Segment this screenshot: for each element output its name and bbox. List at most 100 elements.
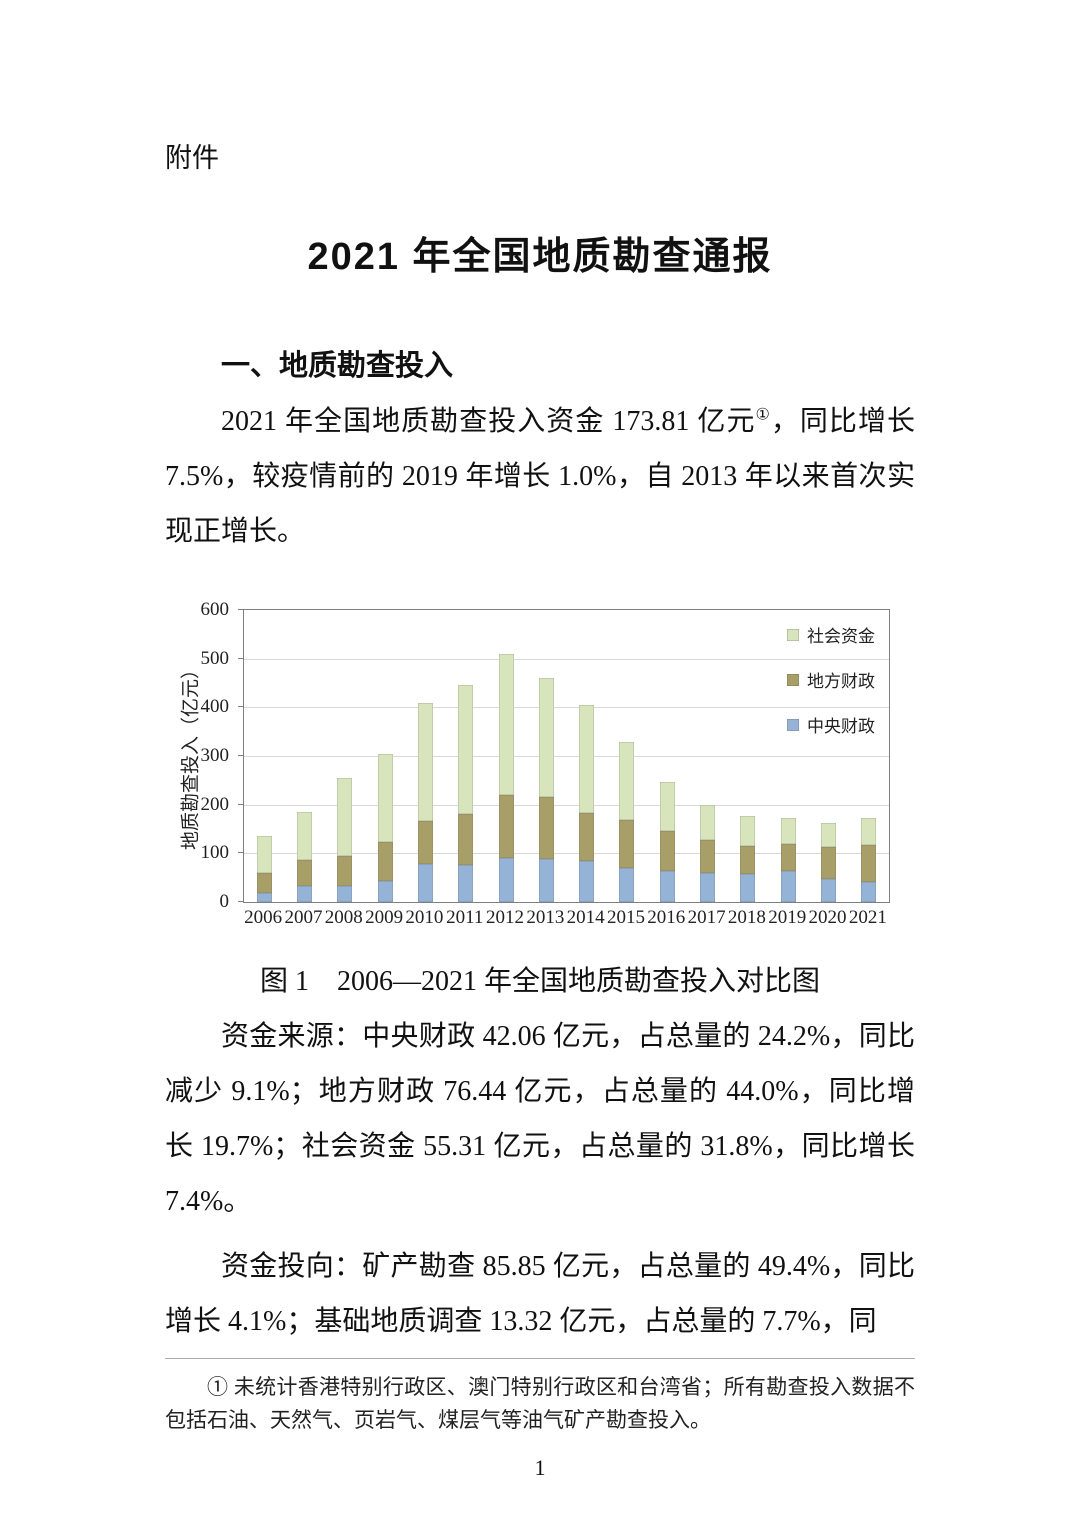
x-tick-label: 2011 [446,907,484,928]
bar-2017 [700,610,716,902]
bar-2015 [619,610,635,902]
bar-segment [498,653,514,795]
bar-segment [377,754,393,842]
chart-x-axis-ticks: 2006 2007 2008 2009 2010 2011 2012 2013 2014 2015… [243,907,888,929]
bar-segment [861,844,877,882]
x-tick-label: 2007 [284,907,323,928]
bar-segment [659,871,675,902]
legend-label: 地方财政 [807,672,875,691]
y-tick-mark [238,706,243,708]
paragraph-funding-sources: 资金来源：中央财政 42.06 亿元，占总量的 24.2%，同比减少 9.1%；… [165,1021,915,1217]
legend-label: 中央财政 [807,717,875,736]
x-tick-label: 2010 [405,907,444,928]
footnote: ① 未统计香港特别行政区、澳门特别行政区和台湾省；所有勘查投入数据不包括石油、天… [165,1358,915,1437]
bar-2016 [659,610,675,902]
x-tick-label: 2016 [647,907,686,928]
x-tick-label: 2017 [687,907,726,928]
bar-segment [740,846,756,874]
bar-segment [498,857,514,902]
bar-segment [700,873,716,902]
figure-caption: 图 1 2006—2021 年全国地质勘查投入对比图 [259,966,820,997]
x-tick-label: 2021 [848,907,887,928]
bar-segment [821,878,837,902]
bar-segment [256,872,272,894]
bar-2019 [780,610,796,902]
section-heading: 一、地质勘查投入 [221,350,454,382]
legend-item: 地方财政 [787,667,875,692]
attachment-label: 附件 [165,143,219,173]
legend-swatch-icon [787,628,799,641]
x-tick-label: 2014 [566,907,605,928]
bar-segment [780,843,796,871]
y-tick-mark [238,901,243,902]
bar-segment [659,781,675,831]
gridline [244,658,889,660]
bar-segment [619,867,635,902]
bar-segment [700,804,716,840]
x-tick-label: 2018 [727,907,766,928]
paragraph-investment-total: 2021 年全国地质勘查投入资金 173.81 亿元①，同比增长 7.5%，较疫… [165,394,915,559]
y-tick-label: 600 [200,599,230,620]
bar-segment [417,703,433,821]
x-tick-label: 2015 [606,907,645,928]
y-tick-label: 300 [200,745,230,766]
bar-segment [296,811,312,861]
chart-plot-area: 社会资金地方财政中央财政 [243,609,890,903]
bar-segment [780,870,796,902]
y-tick-label: 200 [200,793,230,815]
legend-swatch-icon [787,673,799,686]
bar-2020 [821,610,837,902]
bar-segment [337,778,353,856]
x-tick-label: 2009 [365,907,404,928]
bar-segment [579,861,595,902]
chart-legend: 社会资金地方财政中央财政 [787,622,875,737]
bar-segment [579,813,595,862]
chart-bars [244,610,889,902]
bar-segment [861,881,877,902]
bar-segment [337,885,353,902]
bar-segment [538,797,554,859]
bar-segment [458,684,474,815]
bar-2014 [579,610,595,902]
bar-segment [659,830,675,872]
bar-segment [256,893,272,902]
bar-segment [538,858,554,902]
y-tick-mark [238,657,243,659]
y-tick-mark [238,852,243,854]
x-tick-label: 2012 [486,907,525,928]
bar-segment [377,841,393,881]
bar-segment [417,820,433,864]
footnote-marker: ① [755,406,771,424]
bar-segment [619,820,635,868]
x-tick-label: 2008 [324,907,363,928]
page-title: 2021 年全国地质勘查通报 [307,236,773,278]
y-tick-mark [238,803,243,805]
gridline [244,707,889,709]
bar-segment [740,873,756,902]
investment-stacked-bar-chart: 地质勘查投入（亿元） 0 100 200 300 400 500 600 社会资金 地方财政中… [175,599,890,939]
y-tick-mark [238,609,243,610]
y-tick-label: 100 [200,842,230,864]
paragraph-investment-rest: ，同比增长 7.5%，较疫情前的 2019 年增长 1.0%，自 2013 年以… [165,406,915,547]
bar-segment [780,818,796,844]
bar-2012 [498,610,514,902]
gridline [244,756,889,757]
legend-item: 中央财政 [787,712,875,737]
gridline [244,804,889,806]
legend-item: 社会资金 [787,622,875,647]
bar-segment [256,835,272,873]
x-tick-label: 2019 [768,907,807,928]
bar-2011 [458,610,474,902]
chart-y-axis-ticks: 0 100 200 300 400 500 600 [175,599,235,912]
bar-segment [417,864,433,902]
y-tick-label: 400 [200,696,230,718]
bar-segment [861,817,877,845]
bar-2021 [861,610,877,902]
x-tick-label: 2013 [526,907,565,928]
bar-segment [538,678,554,798]
page-number: 1 [534,1455,546,1480]
bar-2008 [337,610,353,902]
x-tick-label: 2006 [244,907,283,928]
bar-segment [377,880,393,902]
